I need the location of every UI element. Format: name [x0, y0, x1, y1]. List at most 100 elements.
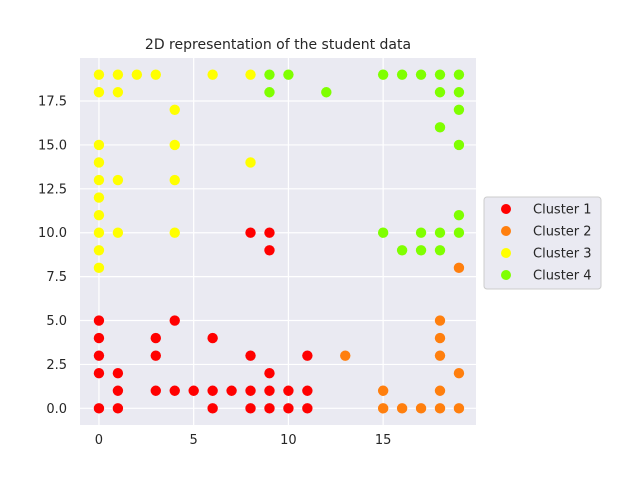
data-point	[207, 403, 218, 414]
data-point	[283, 403, 294, 414]
series-2-points	[340, 262, 465, 414]
y-tick-label: 5.0	[46, 314, 67, 329]
data-point	[169, 227, 180, 238]
data-point	[434, 227, 446, 238]
data-point	[207, 69, 218, 80]
x-tick-label: 5	[190, 433, 198, 448]
y-tick-label: 0.0	[46, 402, 67, 417]
data-points	[93, 69, 465, 414]
data-point	[264, 87, 275, 98]
legend-box	[483, 196, 602, 290]
data-point	[377, 227, 389, 238]
data-point	[434, 87, 446, 98]
data-point	[434, 245, 446, 256]
series-4-points	[264, 69, 465, 256]
y-tick-label: 15.0	[38, 138, 67, 153]
data-point	[93, 332, 105, 344]
data-point	[93, 350, 105, 361]
y-tick-label: 17.5	[38, 95, 67, 110]
data-point	[302, 350, 313, 361]
data-point	[453, 403, 465, 414]
data-point	[453, 139, 465, 151]
data-point	[226, 385, 237, 396]
data-point	[264, 367, 275, 379]
data-point	[93, 87, 105, 98]
legend-entries: Cluster 1 Cluster 2 Cluster 3 Cluster 4	[501, 203, 592, 284]
data-point	[93, 367, 105, 379]
data-point	[453, 227, 465, 238]
series-1-points	[93, 227, 313, 414]
data-point	[207, 332, 218, 344]
legend-marker	[501, 248, 511, 258]
data-point	[93, 174, 105, 186]
data-point	[245, 385, 256, 396]
data-point	[415, 245, 427, 256]
chart-title: 2D representation of the student data	[145, 37, 411, 53]
data-point	[302, 403, 313, 414]
data-point	[169, 174, 180, 186]
data-point	[377, 69, 389, 80]
data-point	[264, 403, 275, 414]
data-point	[453, 87, 465, 98]
data-point	[93, 69, 105, 80]
x-axis-ticks: 0 5 10 15	[95, 433, 392, 448]
data-point	[283, 385, 294, 396]
legend-label: Cluster 1	[533, 203, 592, 218]
data-point	[377, 385, 389, 396]
y-tick-label: 10.0	[38, 226, 67, 241]
data-point	[434, 403, 446, 414]
data-point	[264, 227, 275, 238]
data-point	[93, 403, 105, 414]
data-point	[264, 69, 275, 80]
data-point	[453, 209, 465, 221]
data-point	[93, 262, 105, 274]
x-tick-label: 10	[280, 433, 297, 448]
data-point	[434, 122, 446, 133]
data-point	[264, 385, 275, 396]
data-point	[396, 69, 408, 80]
data-point	[150, 332, 161, 344]
data-point	[93, 192, 105, 203]
data-point	[112, 403, 124, 414]
data-point	[434, 350, 446, 361]
data-point	[434, 69, 446, 80]
data-point	[302, 385, 313, 396]
data-point	[150, 69, 161, 80]
y-axis-ticks: 0.0 2.5 5.0 7.5 10.0 12.5 15.0 17.5	[38, 95, 67, 417]
data-point	[453, 367, 465, 379]
y-tick-label: 7.5	[46, 270, 67, 285]
data-point	[245, 227, 256, 238]
grid-lines	[80, 58, 476, 425]
data-point	[93, 315, 105, 326]
data-point	[415, 69, 427, 80]
data-point	[169, 104, 180, 116]
data-point	[169, 315, 180, 326]
data-point	[453, 69, 465, 80]
legend-label: Cluster 4	[533, 269, 592, 284]
data-point	[245, 157, 256, 168]
data-point	[93, 139, 105, 151]
data-point	[93, 245, 105, 256]
legend-label: Cluster 2	[533, 225, 592, 240]
data-point	[340, 350, 351, 361]
data-point	[93, 227, 105, 238]
plot-area	[80, 58, 476, 425]
data-point	[112, 227, 124, 238]
data-point	[188, 385, 199, 396]
y-tick-label: 2.5	[46, 358, 67, 373]
data-point	[415, 403, 427, 414]
data-point	[264, 245, 275, 256]
data-point	[169, 385, 180, 396]
data-point	[434, 385, 446, 396]
data-point	[169, 139, 180, 151]
data-point	[245, 350, 256, 361]
data-point	[396, 245, 408, 256]
data-point	[150, 350, 161, 361]
data-point	[112, 385, 124, 396]
data-point	[453, 104, 465, 116]
data-point	[112, 174, 124, 186]
data-point	[415, 227, 427, 238]
legend-marker	[501, 204, 511, 214]
x-tick-label: 15	[375, 433, 392, 448]
